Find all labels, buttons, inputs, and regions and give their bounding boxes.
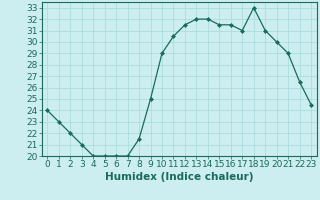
- X-axis label: Humidex (Indice chaleur): Humidex (Indice chaleur): [105, 172, 253, 182]
